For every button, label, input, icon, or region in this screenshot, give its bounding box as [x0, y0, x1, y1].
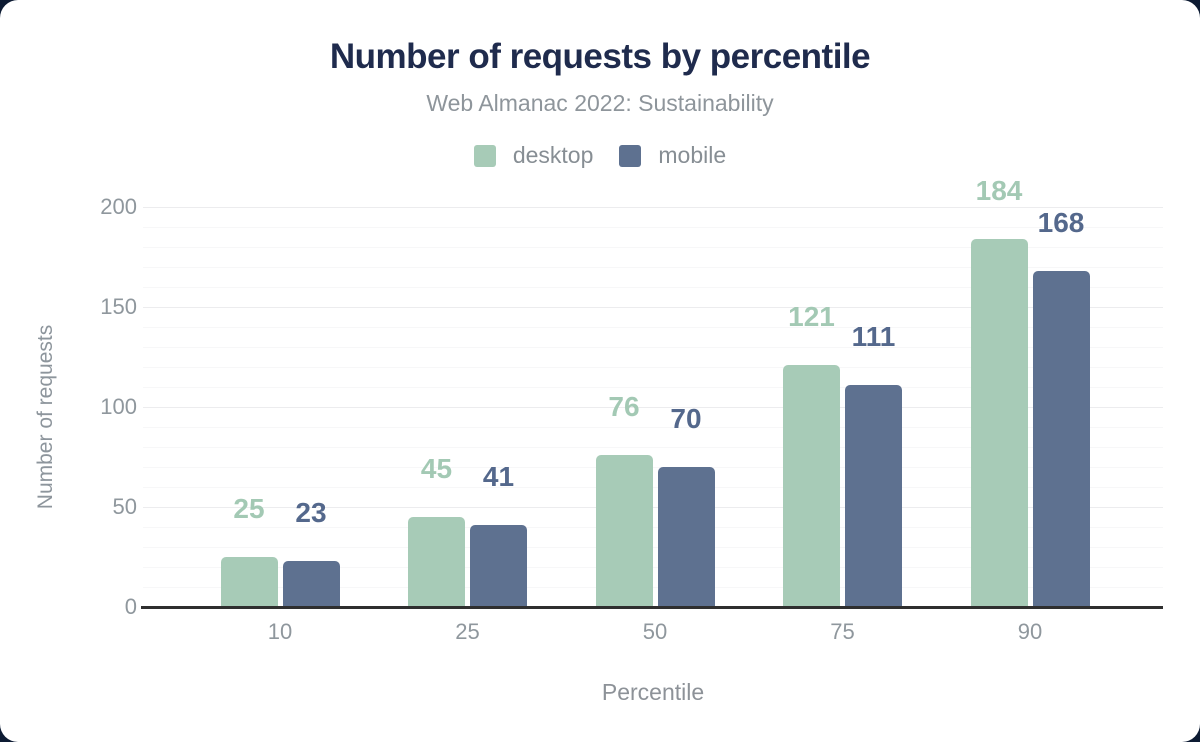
chart-subtitle: Web Almanac 2022: Sustainability — [426, 90, 774, 116]
bar-value-label-desktop: 76 — [608, 391, 640, 422]
bar-mobile — [1032, 271, 1090, 607]
gridline — [143, 267, 1163, 268]
bar-desktop — [408, 517, 465, 607]
gridline — [143, 587, 1163, 588]
gridline — [143, 407, 1163, 408]
legend-swatch-mobile — [619, 144, 642, 167]
gridline — [143, 327, 1163, 328]
legend-swatch-desktop — [473, 144, 496, 167]
y-tick-label: 200 — [100, 194, 137, 219]
y-tick-label: 50 — [112, 494, 137, 519]
bar-desktop — [595, 455, 653, 607]
bar-mobile — [470, 525, 527, 607]
y-axis-title: Number of requests — [34, 324, 57, 510]
gridline — [143, 227, 1163, 228]
gridline — [143, 567, 1163, 568]
chart-title: Number of requests by percentile — [329, 37, 871, 76]
gridline — [143, 447, 1163, 448]
gridline — [143, 527, 1163, 528]
bar-value-label-mobile: 70 — [670, 403, 702, 434]
bar-value-label-desktop: 25 — [233, 493, 265, 524]
x-tick-label: 50 — [642, 619, 668, 644]
gridline — [143, 307, 1163, 308]
x-tick-label: 75 — [830, 619, 855, 644]
gridline — [143, 547, 1163, 548]
gridline — [143, 287, 1163, 288]
gridline — [143, 467, 1163, 468]
legend-label-mobile: mobile — [658, 142, 727, 168]
gridline — [143, 347, 1163, 348]
legend-label-desktop: desktop — [512, 142, 594, 168]
bar-desktop — [220, 557, 278, 607]
gridline — [143, 487, 1163, 488]
legend-item-mobile: mobile — [619, 144, 726, 167]
gridline — [143, 387, 1163, 388]
gridline — [143, 247, 1163, 248]
x-axis-line — [141, 606, 1163, 609]
y-tick-label: 100 — [100, 394, 137, 419]
bar-value-label-mobile: 168 — [1037, 207, 1085, 238]
bar-value-label-desktop: 121 — [788, 301, 835, 332]
bar-mobile — [845, 385, 902, 607]
bar-value-label-mobile: 41 — [482, 461, 515, 492]
x-tick-label: 10 — [267, 619, 293, 644]
gridline — [143, 507, 1163, 508]
legend-item-desktop: desktop — [473, 142, 594, 168]
gridline — [143, 207, 1163, 208]
bar-desktop — [970, 239, 1028, 607]
bar-mobile — [657, 467, 715, 607]
bar-mobile — [282, 561, 340, 607]
bar-value-label-desktop: 45 — [420, 453, 453, 484]
y-tick-label: 150 — [100, 294, 137, 319]
x-tick-label: 25 — [455, 619, 480, 644]
x-axis-title: Percentile — [601, 679, 705, 705]
y-tick-label: 0 — [124, 594, 137, 619]
bar-value-label-desktop: 184 — [975, 175, 1023, 206]
legend: desktop mobile — [0, 144, 1200, 167]
bar-desktop — [783, 365, 840, 607]
gridline — [143, 367, 1163, 368]
bar-value-label-mobile: 23 — [295, 497, 327, 528]
bar-value-label-mobile: 111 — [851, 321, 896, 352]
gridline — [143, 427, 1163, 428]
x-tick-label: 90 — [1017, 619, 1043, 644]
